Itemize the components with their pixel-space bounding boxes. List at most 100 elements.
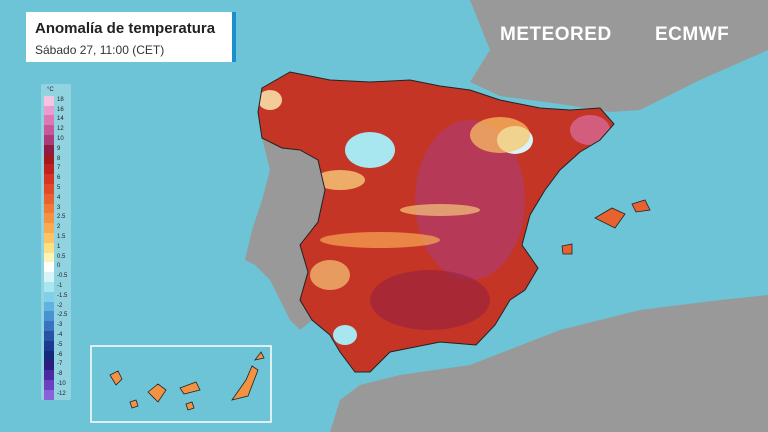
legend-label: 5 [57,185,61,191]
legend-swatch [44,223,54,233]
legend-row: 9 [44,144,70,155]
legend-label: 16 [57,106,64,113]
legend-label: -1 [57,283,63,289]
legend-row: -7 [44,360,70,371]
legend-label: 0.5 [57,253,66,260]
legend-label: 2 [57,224,61,231]
legend-swatch [44,262,54,273]
legend-label: 1 [57,243,61,250]
legend-row: 1.5 [44,233,70,243]
legend-row: 8 [44,154,70,165]
legend-unit-row: °C [44,86,70,96]
legend-label: -2 [57,302,63,309]
legend-label: 6 [57,175,61,182]
legend-swatch [44,135,54,145]
legend-label: -7 [57,361,63,368]
legend-row: 5 [44,184,70,194]
legend-label: 18 [57,96,64,103]
legend-label: -6 [57,351,63,358]
legend-swatch [44,233,54,243]
legend-row: -12 [44,389,70,400]
legend-swatch [44,370,54,380]
legend-row: -5 [44,340,70,351]
legend-swatch [44,154,54,165]
legend-label: 12 [57,126,64,133]
anomaly-field [258,90,610,345]
legend-swatch [44,282,54,292]
africa [330,295,768,432]
legend-label: -10 [57,381,66,387]
legend-swatch [44,174,54,184]
legend-row: 3 [44,203,70,214]
legend-swatch [44,242,54,253]
legend-row: -8 [44,370,70,380]
legend-label: 8 [57,155,61,162]
legend-swatch [44,321,54,331]
canary-islands [109,351,265,411]
legend-swatch [44,360,54,371]
title: Anomalía de temperatura [35,20,216,37]
legend-swatch [44,144,54,155]
legend-swatch [44,272,54,282]
subtitle: Sábado 27, 11:00 (CET) [35,43,165,57]
legend-swatch [44,252,54,263]
legend-row: -2.5 [44,311,70,322]
legend-swatch [44,203,54,214]
legend-swatch [44,340,54,351]
legend-swatch [44,125,54,135]
legend-row: 2.5 [44,213,70,224]
legend-row: 4 [44,193,70,204]
ecmwf-logo: ECMWF [655,24,730,45]
legend-label: -8 [57,371,63,378]
legend-label: 10 [57,136,64,142]
legend-label: -1.5 [57,292,68,299]
legend-row: 0 [44,262,70,273]
legend: °C 18 16 14 12 10 9 8 7 6 5 4 3 2.5 2 1.5 1 0.5 0 -0.5 -1 -1… [41,84,71,400]
legend-label: 1.5 [57,234,66,240]
legend-row: -0.5 [44,272,70,282]
legend-row: 14 [44,115,70,126]
legend-swatch [44,95,54,106]
legend-unit: °C [47,87,54,93]
legend-label: 7 [57,165,61,172]
legend-swatch [44,311,54,322]
legend-row: 10 [44,135,70,145]
legend-label: 9 [57,145,61,152]
legend-swatch [44,164,54,175]
legend-row: 7 [44,164,70,175]
legend-label: 14 [57,116,64,123]
legend-row: 18 [44,95,70,106]
legend-swatch [44,291,54,302]
legend-swatch [44,105,54,116]
title-box: Anomalía de temperatura Sábado 27, 11:00… [26,12,236,62]
legend-label: -2.5 [57,312,68,319]
france [470,0,768,112]
legend-swatch [44,389,54,400]
legend-row: 16 [44,105,70,116]
legend-row: -1 [44,282,70,292]
legend-row: -3 [44,321,70,331]
legend-row: -6 [44,350,70,361]
legend-label: 2.5 [57,214,66,221]
legend-label: 3 [57,204,61,211]
legend-row: 12 [44,125,70,135]
legend-label: -0.5 [57,273,68,280]
legend-swatch [44,193,54,204]
meteored-logo: METEORED [500,24,612,45]
legend-row: 2 [44,223,70,233]
legend-label: -3 [57,322,63,329]
legend-row: -1.5 [44,291,70,302]
legend-swatch [44,301,54,312]
legend-swatch [44,350,54,361]
legend-row: 1 [44,242,70,253]
legend-swatch [44,380,54,390]
legend-row: -10 [44,380,70,390]
legend-label: 4 [57,194,61,201]
legend-label: -4 [57,332,63,338]
legend-swatch [44,184,54,194]
legend-label: 0 [57,263,61,270]
legend-swatch [44,115,54,126]
legend-swatch [44,331,54,341]
